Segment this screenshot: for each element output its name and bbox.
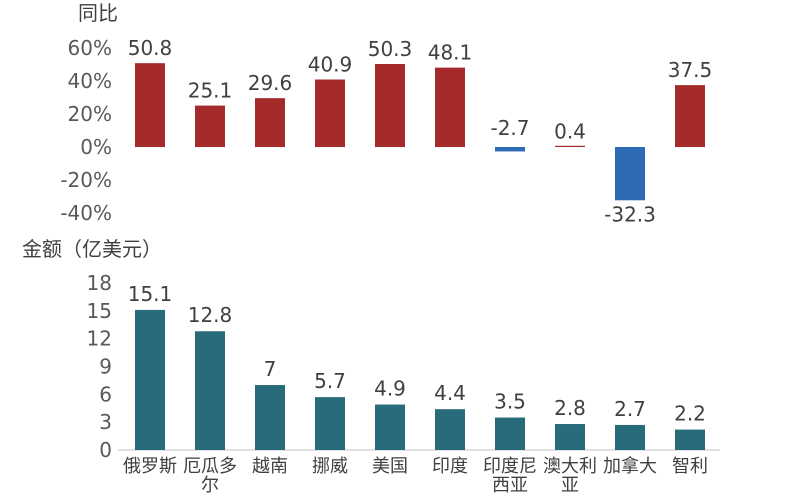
yoy-tick-label: -40% — [60, 201, 112, 225]
yoy-data-label: 48.1 — [428, 41, 473, 65]
category-label: 智利 — [672, 456, 708, 477]
amount-tick-label: 12 — [87, 327, 112, 351]
amount-bar — [675, 429, 705, 450]
amount-data-label: 15.1 — [128, 282, 173, 306]
amount-data-label: 12.8 — [188, 303, 233, 327]
amount-data-label: 4.9 — [374, 377, 406, 401]
amount-tick-label: 6 — [99, 382, 112, 406]
category-label: 亚 — [561, 475, 579, 496]
yoy-tick-label: 20% — [68, 102, 112, 126]
category-label: 厄瓜多 — [183, 456, 237, 477]
amount-chart: 金额（亿美元） 18 15 12 9 6 3 0 15.1 12.8 7 5.7 4.9 4.4 3.5 2.… — [22, 237, 720, 496]
yoy-bar — [555, 145, 585, 147]
yoy-data-label: 0.4 — [554, 119, 586, 143]
amount-data-label: 4.4 — [434, 381, 466, 405]
amount-data-label: 2.7 — [614, 397, 646, 421]
amount-tick-label: 0 — [99, 438, 112, 462]
amount-bar — [135, 309, 165, 450]
category-label: 尔 — [201, 475, 219, 496]
yoy-data-label: 50.3 — [368, 37, 413, 61]
amount-data-label: 7 — [264, 357, 277, 381]
yoy-chart: 同比 60% 40% 20% 0% -20% -40% 50.8 25.1 29.6 40.9 50.… — [60, 1, 712, 226]
yoy-tick-label: 60% — [68, 36, 112, 60]
yoy-data-label: 29.6 — [248, 71, 293, 95]
amount-bar — [615, 424, 645, 450]
amount-bar — [195, 331, 225, 450]
category-label: 挪威 — [312, 456, 348, 477]
yoy-bar — [375, 64, 405, 147]
amount-axis-title: 金额（亿美元） — [22, 237, 162, 261]
category-label: 越南 — [252, 456, 288, 477]
amount-data-label: 3.5 — [494, 390, 526, 414]
category-label: 西亚 — [492, 475, 528, 496]
yoy-data-label: 40.9 — [308, 53, 353, 77]
yoy-data-label: -2.7 — [490, 116, 529, 140]
yoy-data-label: 25.1 — [188, 79, 233, 103]
amount-data-label: 2.8 — [554, 396, 586, 420]
yoy-bar — [495, 147, 525, 152]
yoy-data-label: -32.3 — [604, 202, 656, 226]
yoy-bar — [135, 63, 165, 147]
yoy-tick-label: 0% — [80, 135, 112, 159]
yoy-bar — [675, 85, 705, 147]
amount-tick-label: 15 — [87, 299, 112, 323]
yoy-tick-label: -20% — [60, 168, 112, 192]
yoy-tick-label: 40% — [68, 69, 112, 93]
category-label: 加拿大 — [603, 455, 657, 477]
amount-data-label: 2.2 — [674, 402, 706, 426]
yoy-bar — [435, 67, 465, 147]
amount-bar — [255, 385, 285, 450]
yoy-data-label: 50.8 — [128, 36, 173, 60]
amount-bar — [495, 417, 525, 450]
amount-tick-label: 3 — [99, 410, 112, 434]
amount-tick-label: 9 — [99, 355, 112, 379]
amount-data-label: 5.7 — [314, 369, 346, 393]
yoy-bar — [315, 79, 345, 147]
category-label: 印度尼 — [483, 456, 537, 477]
yoy-data-label: 37.5 — [668, 58, 713, 82]
category-label: 澳大利 — [543, 456, 597, 477]
amount-bar — [315, 397, 345, 450]
amount-tick-label: 18 — [87, 271, 112, 295]
amount-bar — [555, 424, 585, 450]
category-label: 俄罗斯 — [123, 456, 177, 477]
amount-bar — [435, 409, 465, 450]
category-label: 美国 — [372, 456, 408, 477]
yoy-bar — [255, 98, 285, 147]
yoy-axis-title: 同比 — [78, 1, 118, 25]
yoy-bar — [615, 147, 645, 201]
category-label: 印度 — [432, 456, 468, 477]
yoy-bar — [195, 105, 225, 147]
amount-bar — [375, 404, 405, 450]
